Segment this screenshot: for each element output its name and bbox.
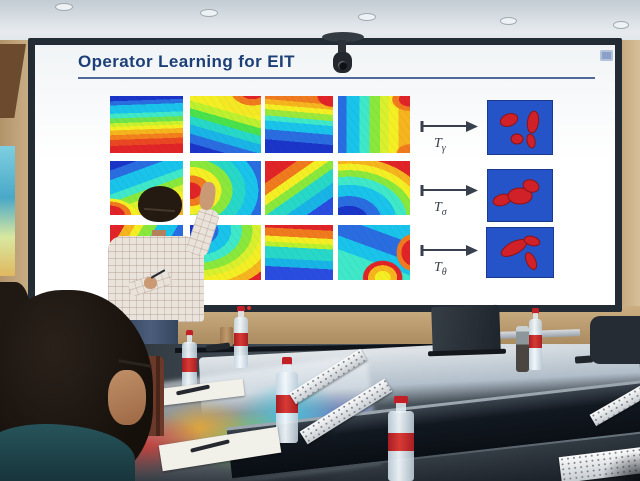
arrow-right-icon: [420, 245, 478, 256]
ceiling-light-icon: [55, 3, 73, 11]
arrow-right-icon: [420, 185, 478, 196]
contour-plot-r2c4: [338, 161, 410, 215]
water-bottle: [528, 308, 543, 370]
ceiling-light-icon: [200, 9, 218, 17]
operator-label: Tσ: [434, 200, 447, 218]
contour-plot-r1c1: [110, 96, 183, 153]
red-inclusions: [492, 179, 540, 207]
presenter-raised-hand: [198, 181, 217, 211]
presenter-neck: [152, 230, 166, 240]
presenter-face: [142, 196, 176, 234]
operator-label: Tθ: [434, 260, 447, 278]
audience-hand: [108, 370, 146, 425]
camera-lens-icon: [338, 61, 347, 70]
title-underline: [78, 77, 595, 79]
right-wall: [618, 40, 640, 352]
water-bottle: [386, 396, 416, 481]
operator-arrow-group-2: Tσ: [420, 184, 480, 218]
contour-plot-r3c3: [265, 225, 333, 280]
wall-poster: [0, 146, 15, 276]
contour-plot-r1c2: [190, 96, 261, 153]
conductivity-map-2: [487, 169, 553, 222]
operator-label: Tγ: [434, 136, 446, 154]
camera-stem: [338, 40, 346, 53]
presenter-raised-arm: [185, 205, 221, 259]
ceiling-light-icon: [613, 21, 629, 29]
red-inclusions: [499, 110, 540, 149]
office-chair: [590, 316, 640, 364]
laptop: [431, 304, 501, 355]
contour-plot-r1c3: [265, 96, 333, 153]
corner-shadow: [603, 453, 640, 481]
conductivity-map-1: [487, 100, 553, 155]
screen-power-led: [247, 306, 251, 310]
slide-title: Operator Learning for EIT: [78, 52, 295, 71]
contour-plot-r3c4: [338, 225, 410, 280]
ceiling-light-icon: [500, 17, 517, 25]
contour-plot-r2c3: [265, 161, 333, 215]
red-inclusions: [500, 235, 541, 270]
slide-logo-badge: [600, 50, 613, 61]
contour-plot-r1c4: [338, 96, 410, 153]
arrow-right-icon: [420, 121, 478, 132]
water-bottle: [233, 306, 249, 368]
paper-cup: [220, 327, 233, 346]
tea-flask: [516, 326, 529, 372]
conductivity-map-3: [486, 227, 554, 278]
presenter-hair: [138, 186, 182, 222]
presenter-left-hand: [144, 277, 157, 289]
ceiling-light-icon: [358, 13, 376, 21]
camera-mount: [322, 32, 364, 42]
operator-arrow-group-3: Tθ: [420, 244, 480, 278]
water-bottle: [181, 330, 198, 394]
operator-arrow-group-1: Tγ: [420, 120, 480, 154]
